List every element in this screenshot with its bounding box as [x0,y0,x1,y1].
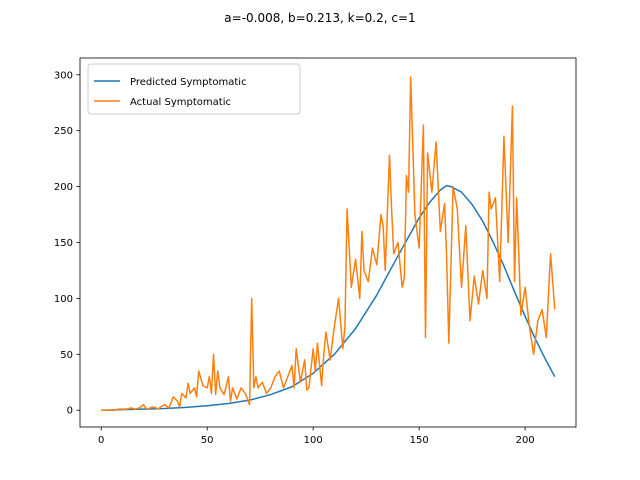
legend-label-1: Actual Symptomatic [130,97,231,108]
legend-label-0: Predicted Symptomatic [130,77,247,88]
y-tick-label-6: 300 [54,70,73,81]
y-tick-label-4: 200 [54,182,73,193]
x-axis: 0 50 100 150 200 [98,427,535,446]
legend-box [87,63,301,115]
y-tick-label-2: 100 [54,294,73,305]
series-line-1 [101,76,556,411]
legend: Predicted Symptomatic Actual Symptomatic [87,63,301,115]
plot-area [80,58,576,427]
series-line-0 [101,184,556,411]
y-tick-label-1: 50 [60,350,73,361]
x-tick-label-0: 0 [98,435,104,446]
y-tick-label-3: 150 [54,238,73,249]
y-axis: 0 50 100 150 200 250 300 [54,70,80,417]
y-tick-label-0: 0 [67,406,73,417]
x-tick-label-2: 100 [304,435,323,446]
x-tick-label-1: 50 [201,435,214,446]
x-tick-label-4: 200 [516,435,535,446]
chart-title: a=-0.008, b=0.213, k=0.2, c=1 [224,11,415,25]
x-tick-label-3: 150 [410,435,429,446]
y-tick-label-5: 250 [54,126,73,137]
